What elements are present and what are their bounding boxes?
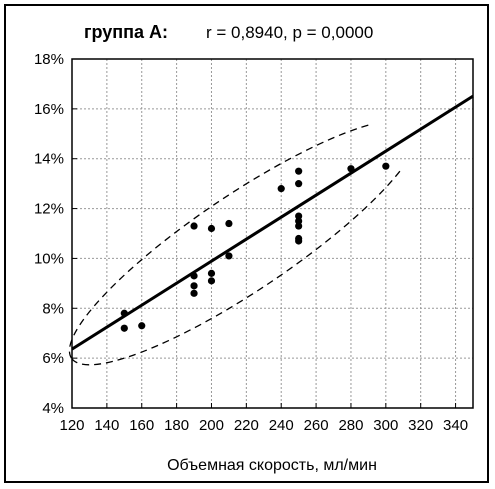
- plot-area: [72, 59, 473, 408]
- data-point: [295, 180, 303, 188]
- y-tick-label: 14%: [34, 151, 64, 168]
- x-tick-label: 280: [338, 417, 363, 434]
- data-point: [295, 222, 303, 230]
- y-axis-ticks: 4% 6% 8% 10% 12% 14% 16% 18%: [34, 51, 77, 417]
- data-points: [120, 162, 390, 332]
- x-tick-label: 180: [164, 417, 189, 434]
- x-axis-label: Объемная скорость, мл/мин: [167, 457, 377, 474]
- data-point: [190, 222, 198, 230]
- data-point: [120, 324, 128, 332]
- x-tick-label: 340: [443, 417, 468, 434]
- grid: [72, 59, 473, 408]
- data-point: [347, 165, 355, 173]
- regression-line: [71, 94, 474, 351]
- data-point: [295, 237, 303, 245]
- data-point: [190, 272, 198, 280]
- y-tick-label: 8%: [42, 300, 64, 317]
- data-point: [225, 252, 233, 260]
- y-tick-label: 4%: [42, 400, 64, 417]
- data-point: [207, 224, 216, 233]
- data-point: [295, 212, 303, 220]
- x-tick-label: 140: [94, 417, 119, 434]
- x-axis-ticks: 120 140 160 180 200 220 240 260 280 300 320 340: [59, 403, 468, 434]
- data-point: [382, 162, 390, 170]
- y-tick-label: 16%: [34, 101, 64, 118]
- data-point: [207, 277, 216, 285]
- x-tick-label: 240: [269, 417, 294, 434]
- y-tick-label: 6%: [42, 350, 64, 367]
- data-point: [277, 185, 285, 193]
- x-tick-label: 260: [304, 417, 329, 434]
- chart-title: группа А:: [84, 22, 168, 42]
- data-point: [190, 289, 198, 297]
- regression-line-layer: [71, 94, 474, 351]
- plot-border: [71, 58, 474, 409]
- y-tick-label: 12%: [34, 201, 64, 218]
- x-tick-label: 220: [234, 417, 259, 434]
- x-tick-label: 200: [199, 417, 224, 434]
- data-point: [190, 282, 198, 290]
- data-point: [295, 217, 303, 225]
- x-tick-label: 120: [59, 417, 84, 434]
- data-point: [120, 309, 128, 317]
- x-tick-label: 160: [129, 417, 154, 434]
- data-point: [207, 269, 216, 277]
- y-tick-label: 10%: [34, 250, 64, 267]
- y-tick-label: 18%: [34, 51, 64, 68]
- x-tick-label: 300: [373, 417, 398, 434]
- data-point: [138, 322, 146, 330]
- chart-subtitle: r = 0,8940, p = 0,0000: [206, 23, 373, 42]
- data-point: [225, 219, 233, 228]
- x-tick-label: 320: [408, 417, 433, 434]
- data-point: [295, 167, 303, 175]
